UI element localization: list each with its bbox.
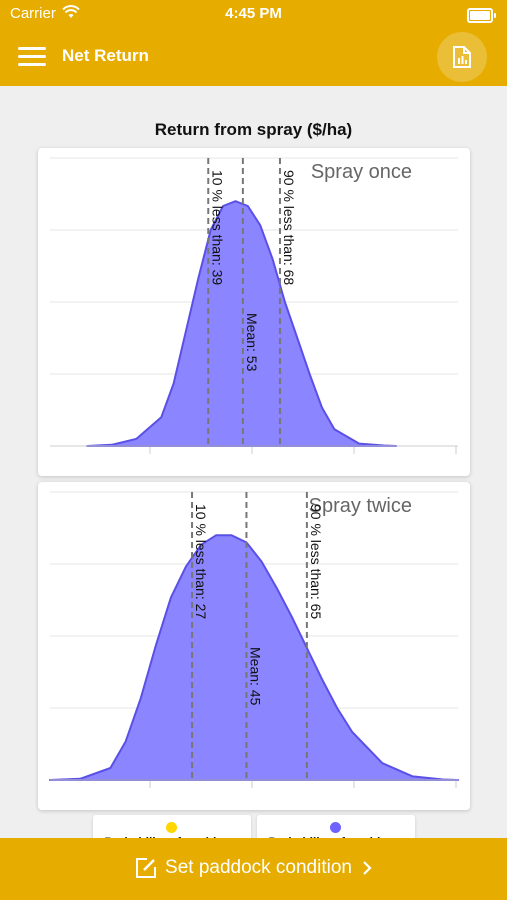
hamburger-menu-icon[interactable] — [18, 47, 46, 67]
marker-label: 90 % less than: 68 — [281, 170, 297, 285]
carrier-label: Carrier — [10, 5, 56, 22]
chart-series-title: Spray twice — [309, 495, 412, 517]
marker-label: 90 % less than: 65 — [308, 504, 324, 619]
report-icon — [453, 46, 471, 68]
battery-icon — [467, 8, 496, 23]
chart-card-spray-once: Spray once 10 % less than: 39 Mean: 53 90 %… — [38, 148, 470, 476]
status-bar: Carrier 4:45 PM — [0, 0, 507, 28]
chart-spray-twice: Spray twice 10 % less than: 27 Mean: 45 90 … — [49, 491, 459, 788]
app-bar: Net Return — [0, 28, 507, 86]
clock: 4:45 PM — [225, 5, 282, 22]
marker-label: Mean: 53 — [244, 313, 260, 372]
chart-card-spray-twice: Spray twice 10 % less than: 27 Mean: 45 90 … — [38, 482, 470, 810]
chart-series-title: Spray once — [311, 161, 412, 183]
page-title: Return from spray ($/ha) — [154, 120, 353, 139]
distribution-area — [86, 200, 398, 447]
set-paddock-condition-label: Set paddock condition — [165, 857, 352, 879]
marker-label: 10 % less than: 27 — [193, 504, 209, 619]
edit-icon — [136, 858, 157, 878]
distribution-area — [49, 534, 459, 781]
chart-spray-once: Spray once 10 % less than: 39 Mean: 53 90 %… — [50, 157, 458, 454]
app-bar-title: Net Return — [62, 46, 149, 65]
set-paddock-condition-button[interactable]: Set paddock condition — [0, 838, 507, 900]
chevron-right-icon — [363, 861, 372, 875]
report-button[interactable] — [437, 32, 487, 82]
legend-dot-purple-icon — [330, 822, 341, 833]
wifi-icon — [62, 5, 80, 23]
legend-dot-yellow-icon — [166, 822, 177, 833]
marker-label: 10 % less than: 39 — [209, 170, 225, 285]
marker-label: Mean: 45 — [247, 647, 263, 706]
